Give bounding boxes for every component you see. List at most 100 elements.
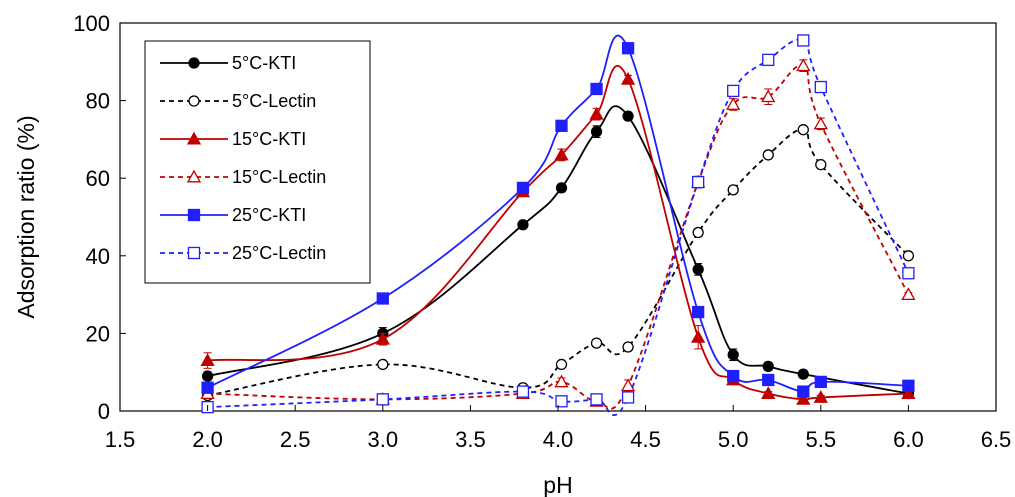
x-tick-label: 1.5 — [105, 427, 136, 452]
data-point — [901, 386, 916, 399]
data-point — [692, 305, 705, 319]
data-point — [376, 393, 389, 406]
x-tick-label: 5.5 — [806, 427, 837, 452]
data-point — [796, 392, 811, 405]
data-point — [797, 385, 810, 398]
data-point — [762, 373, 775, 387]
data-point — [692, 175, 705, 189]
data-point — [622, 110, 634, 122]
data-point — [727, 184, 739, 196]
data-point — [620, 378, 636, 392]
data-point — [692, 226, 704, 239]
data-point — [762, 149, 774, 161]
x-tick-label: 3.0 — [368, 427, 399, 452]
data-point — [814, 80, 827, 94]
data-point — [516, 181, 530, 195]
data-point — [727, 84, 740, 98]
x-tick-label: 2.5 — [280, 427, 311, 452]
y-axis: 0 20 40 60 80 100 — [73, 11, 126, 424]
data-point — [620, 71, 636, 85]
data-point — [201, 381, 214, 394]
data-point — [377, 358, 389, 371]
y-tick-label: 100 — [73, 11, 110, 36]
data-point — [797, 368, 809, 380]
x-tick-label: 6.0 — [893, 427, 924, 452]
legend-label: 25°C-Lectin — [232, 243, 326, 263]
data-point — [691, 329, 706, 343]
x-tick-label: 4.0 — [543, 427, 574, 452]
data-point — [376, 292, 389, 305]
series-4 — [201, 34, 915, 398]
data-point — [589, 106, 604, 120]
data-point — [516, 385, 530, 398]
x-tick-label: 2.0 — [192, 427, 223, 452]
data-point — [554, 147, 569, 161]
data-point — [201, 370, 214, 382]
x-tick-label: 5.0 — [718, 427, 749, 452]
series-line — [207, 64, 910, 410]
data-point — [590, 125, 603, 138]
legend-label: 5°C-KTI — [232, 53, 296, 73]
legend-marker — [186, 131, 202, 145]
data-point — [814, 375, 827, 389]
legend-label: 15°C-KTI — [232, 129, 306, 149]
legend-marker — [186, 169, 202, 183]
data-point — [590, 337, 603, 349]
legend-marker — [188, 57, 200, 69]
data-point — [762, 53, 775, 67]
data-point — [902, 250, 915, 262]
legend-label: 25°C-KTI — [232, 205, 306, 225]
data-point — [590, 82, 603, 96]
legend: 5°C-KTI 5°C-Lectin 15°C-KTI 15°C-Lectin 25°C… — [144, 40, 371, 284]
data-point — [727, 369, 740, 383]
legend-label: 15°C-Lectin — [232, 167, 326, 187]
data-point — [797, 34, 810, 47]
series-0 — [201, 105, 915, 400]
data-point — [796, 58, 811, 72]
data-point — [797, 124, 809, 136]
data-point — [727, 349, 739, 361]
data-point — [901, 287, 916, 301]
y-tick-label: 60 — [86, 166, 110, 191]
data-point — [554, 374, 569, 388]
y-tick-label: 20 — [86, 321, 110, 346]
y-tick-label: 40 — [86, 244, 110, 269]
data-point — [762, 360, 774, 373]
data-point — [815, 158, 827, 171]
x-tick-label: 4.5 — [630, 427, 661, 452]
data-point — [555, 182, 568, 194]
data-point — [621, 42, 635, 55]
data-point — [621, 391, 635, 404]
data-point — [590, 393, 603, 406]
legend-marker — [188, 95, 200, 107]
data-point — [555, 395, 568, 408]
legend-marker — [187, 246, 201, 260]
data-point — [813, 390, 828, 403]
data-point — [813, 116, 828, 130]
y-axis-title: Adsorption ratio (%) — [13, 115, 39, 318]
data-point — [761, 89, 776, 103]
legend-box — [144, 40, 371, 284]
data-point — [692, 263, 704, 276]
x-tick-label: 3.5 — [455, 427, 486, 452]
x-axis-title: pH — [543, 472, 572, 497]
data-point — [902, 379, 915, 392]
x-tick-label: 6.5 — [981, 427, 1012, 452]
y-tick-label: 80 — [86, 89, 110, 114]
data-point — [555, 358, 568, 371]
series-line — [207, 128, 910, 397]
series-layer — [200, 34, 916, 416]
data-point — [517, 219, 529, 231]
data-point — [200, 353, 215, 367]
data-point — [375, 331, 390, 345]
data-point — [902, 267, 915, 280]
data-point — [761, 386, 776, 399]
series-1 — [201, 124, 915, 402]
x-axis: 1.5 2.0 2.5 3.0 3.5 4.0 4.5 5.0 5.5 6.0 6.5 — [105, 405, 1012, 452]
data-point — [555, 119, 568, 132]
data-point — [622, 341, 634, 353]
data-point — [726, 97, 741, 110]
y-tick-label: 0 — [98, 399, 110, 424]
legend-label: 5°C-Lectin — [232, 91, 316, 111]
